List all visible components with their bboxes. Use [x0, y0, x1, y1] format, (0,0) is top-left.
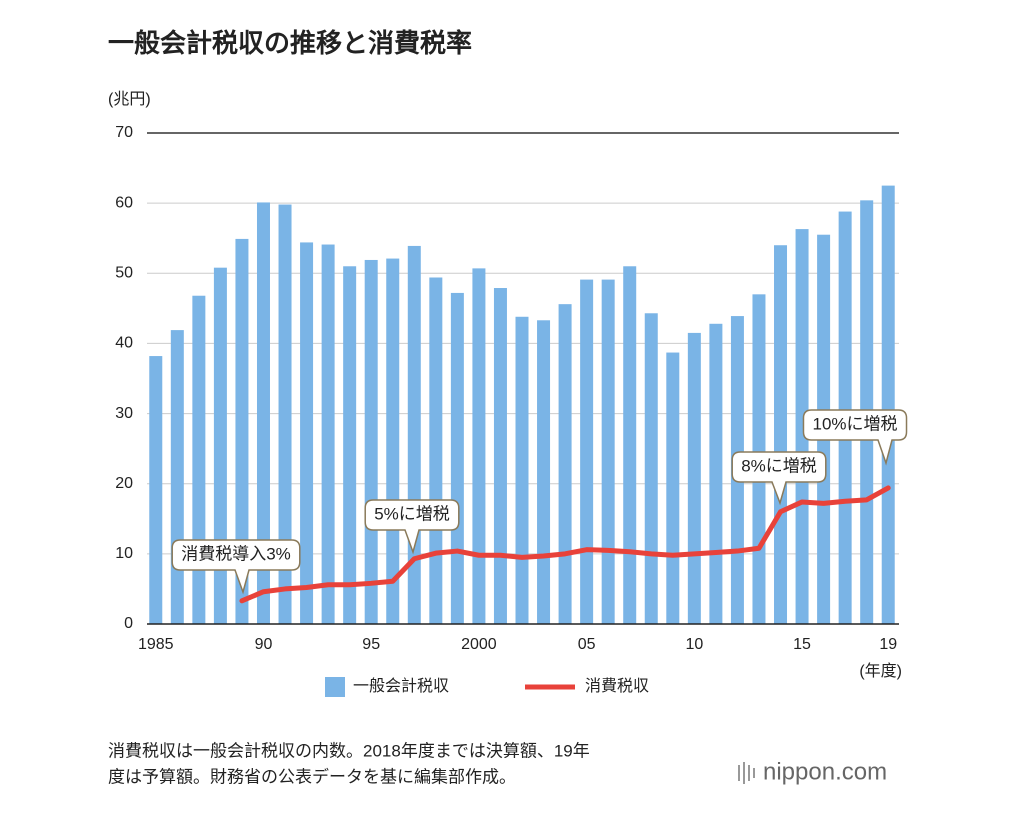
bar	[300, 242, 314, 624]
bar	[256, 202, 270, 625]
x-tick-label: 90	[255, 636, 273, 653]
bar	[709, 323, 723, 624]
y-axis-label: (兆円)	[108, 90, 151, 108]
legend-swatch	[325, 677, 345, 697]
bar	[774, 245, 788, 624]
y-tick-label: 50	[115, 265, 133, 282]
y-tick-label: 20	[115, 475, 133, 492]
y-tick-label: 0	[124, 615, 133, 632]
bar	[364, 259, 378, 624]
legend-label: 消費税収	[585, 677, 649, 695]
x-tick-label: 15	[793, 636, 811, 653]
bar	[429, 277, 443, 624]
bar	[343, 266, 357, 624]
x-tick-label: 95	[362, 636, 380, 653]
y-tick-label: 10	[115, 545, 133, 562]
bar	[537, 320, 551, 624]
bar	[644, 313, 658, 624]
line	[239, 485, 891, 604]
bar	[450, 292, 464, 624]
chart-title: 一般会計税収の推移と消費税率	[108, 28, 472, 58]
x-tick-label: 2000	[461, 636, 497, 653]
bar	[386, 258, 400, 624]
footnote: 消費税収は一般会計税収の内数。2018年度までは決算額、19年	[108, 741, 590, 760]
source: nippon.com	[763, 758, 887, 785]
bar	[278, 204, 292, 624]
callout-box	[171, 539, 301, 595]
callout-box	[731, 451, 827, 506]
x-tick-label: 05	[578, 636, 596, 653]
legend-label: 一般会計税収	[353, 677, 449, 695]
bar	[407, 245, 421, 624]
annotation: 8%に増税	[741, 456, 817, 475]
y-tick-label: 70	[115, 124, 133, 141]
bar	[192, 295, 206, 624]
footnote: 度は予算額。財務省の公表データを基に編集部作成。	[108, 766, 516, 786]
x-tick-label: 1985	[138, 636, 174, 653]
callout-box	[364, 499, 460, 555]
callout-box	[802, 409, 908, 466]
bar	[472, 268, 486, 624]
bar	[321, 244, 335, 624]
bar	[623, 266, 637, 624]
x-tick-label: 10	[685, 636, 703, 653]
bar	[580, 279, 594, 624]
bar	[493, 288, 507, 624]
bar	[881, 185, 895, 624]
bar	[601, 279, 615, 624]
annotation: 10%に増税	[812, 414, 897, 433]
bar	[558, 304, 572, 624]
x-tick-label: 19	[879, 636, 897, 653]
annotation: 消費税導入3%	[181, 544, 291, 563]
bar	[170, 330, 184, 624]
bar	[795, 229, 809, 625]
bar	[149, 356, 163, 624]
logo-icon	[738, 762, 755, 784]
bar	[515, 316, 529, 624]
annotation: 5%に増税	[374, 504, 450, 523]
y-tick-label: 40	[115, 335, 133, 352]
x-axis-label: (年度)	[859, 662, 902, 680]
bar	[687, 332, 701, 624]
bar	[213, 267, 227, 624]
y-tick-label: 60	[115, 194, 133, 211]
y-tick-label: 30	[115, 405, 133, 422]
bar	[666, 352, 680, 624]
bar	[235, 238, 249, 624]
